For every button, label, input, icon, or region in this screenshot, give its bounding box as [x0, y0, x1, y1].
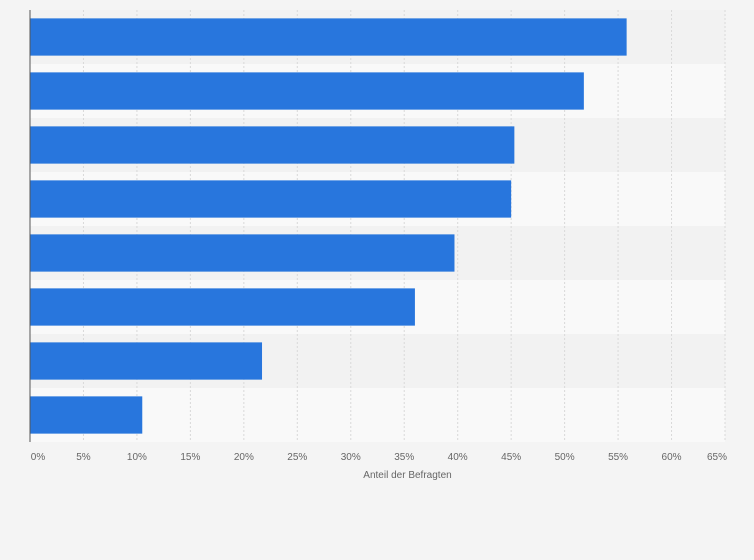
x-tick-label: 60%: [662, 452, 682, 463]
bar: [30, 234, 455, 272]
x-tick-label: 50%: [555, 452, 575, 463]
x-tick-label: 0%: [31, 452, 46, 463]
bars: [30, 18, 627, 434]
x-tick-label: 10%: [127, 452, 147, 463]
bar: [30, 342, 263, 380]
x-tick-label: 35%: [394, 452, 414, 463]
x-tick-label: 55%: [608, 452, 628, 463]
x-tick-label: 40%: [448, 452, 468, 463]
x-tick-label: 5%: [76, 452, 91, 463]
x-tick-label: 65%: [707, 452, 727, 463]
bar: [30, 396, 143, 434]
bar: [30, 288, 415, 326]
x-axis-title: Anteil der Befragten: [363, 470, 451, 481]
x-tick-label: 45%: [501, 452, 521, 463]
bar: [30, 72, 584, 110]
x-tick-labels: 0% 5% 10% 15% 20% 25% 30% 35% 40% 45% 50% 55% 60% 65%: [31, 452, 727, 463]
x-tick-label: 30%: [341, 452, 361, 463]
bar: [30, 126, 515, 164]
x-tick-label: 15%: [180, 452, 200, 463]
bar: [30, 180, 512, 218]
x-tick-label: 20%: [234, 452, 254, 463]
row-band: [30, 388, 725, 442]
bar: [30, 18, 627, 56]
x-tick-label: 25%: [287, 452, 307, 463]
